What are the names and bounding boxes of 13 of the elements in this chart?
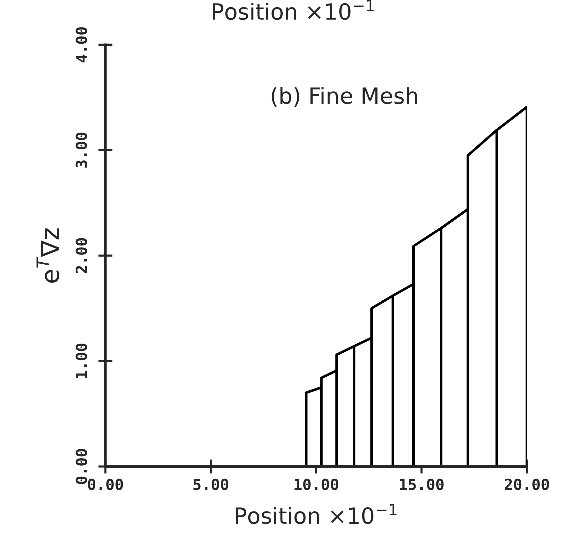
x-tick-label: 15.00 <box>400 478 444 490</box>
y-tick-label: 1.00 <box>76 344 88 378</box>
x-axis-title: Position ×10$^{−1}$ <box>236 504 397 524</box>
x-tick-label: 10.00 <box>294 478 338 490</box>
y-tick-label: 2.00 <box>76 238 88 274</box>
y-tick-label: 3.00 <box>76 132 88 168</box>
text: Position ×10$^{−1}$ <box>213 0 374 20</box>
y-tick-label: 4.00 <box>76 27 88 63</box>
x-tick-label: 5.00 <box>194 478 229 490</box>
y-axis-title: e$^{T}$∇z <box>36 228 60 283</box>
text: (b) Fine Mesh <box>272 87 418 107</box>
x-tick-label: 0.00 <box>88 478 124 490</box>
x-tick-label: 20.00 <box>504 478 550 490</box>
